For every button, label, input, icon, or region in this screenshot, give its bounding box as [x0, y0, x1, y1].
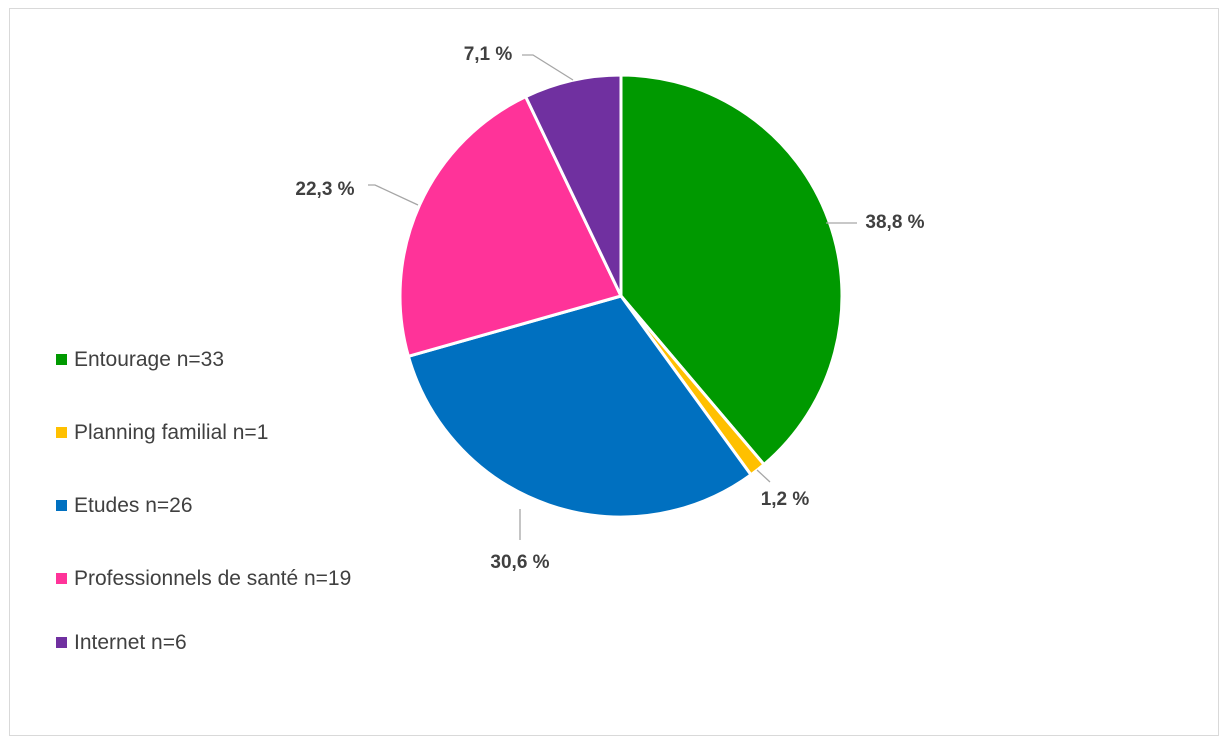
legend-label-planning-familial: Planning familial n=1	[74, 421, 269, 444]
legend-item-etudes: Etudes n=26	[56, 491, 374, 520]
legend-label-professionnels-de-sante: Professionnels de santé n=19	[74, 567, 352, 590]
legend-swatch-planning-familial	[56, 427, 67, 438]
pie-slice-etudes	[406, 294, 753, 519]
leader-line-professionnels-de-sante	[368, 184, 419, 206]
data-label-internet: 7,1 %	[464, 44, 513, 65]
pie-slice-professionnels-de-sante	[398, 95, 623, 358]
data-label-entourage: 38,8 %	[865, 212, 924, 233]
legend-item-planning-familial: Planning familial n=1	[56, 418, 374, 447]
data-label-professionnels-de-sante: 22,3 %	[295, 179, 354, 200]
legend-swatch-professionnels-de-sante	[56, 573, 67, 584]
legend-swatch-internet	[56, 637, 67, 648]
legend-label-entourage: Entourage n=33	[74, 348, 225, 371]
data-label-planning-familial: 1,2 %	[761, 489, 810, 510]
pie-slice-entourage	[619, 73, 844, 466]
legend-swatch-entourage	[56, 354, 67, 365]
legend-label-etudes: Etudes n=26	[74, 494, 193, 517]
legend-item-entourage: Entourage n=33	[56, 345, 374, 374]
legend-item-internet: Internet n=6	[56, 628, 374, 657]
data-label-etudes: 30,6 %	[490, 552, 549, 573]
leader-line-planning-familial	[756, 469, 771, 483]
leader-line-internet	[522, 54, 574, 81]
legend-item-professionnels-de-sante: Professionnels de santé n=19	[56, 564, 374, 593]
legend-swatch-etudes	[56, 500, 67, 511]
pie-slice-internet	[524, 73, 623, 298]
legend-label-internet: Internet n=6	[74, 631, 187, 654]
